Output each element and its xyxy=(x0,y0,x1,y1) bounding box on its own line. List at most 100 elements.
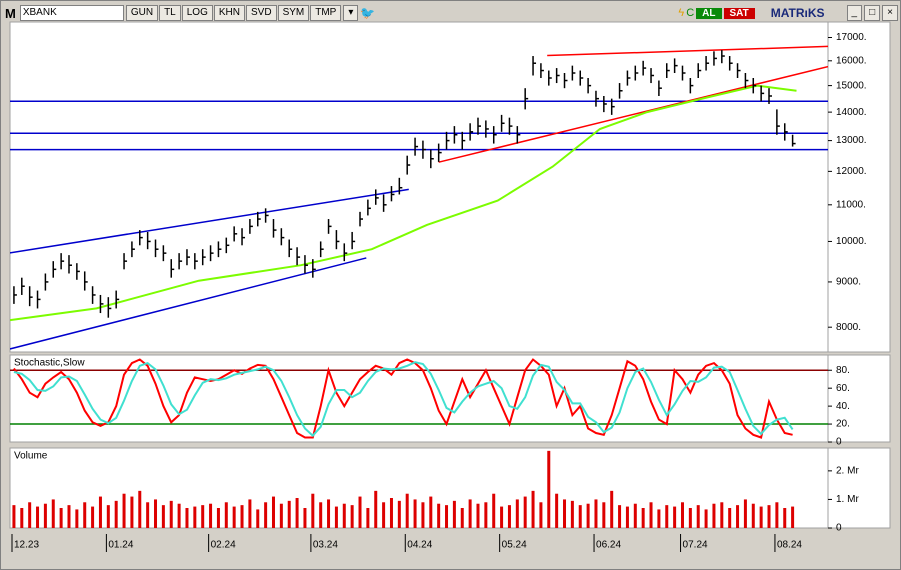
volume-bar xyxy=(736,505,740,528)
volume-bar xyxy=(169,500,173,528)
volume-bar xyxy=(500,506,504,528)
y-tick-label: 2. Mr xyxy=(836,465,859,476)
volume-bar xyxy=(130,496,134,528)
volume-bar xyxy=(240,505,244,528)
volume-bar xyxy=(625,506,629,528)
x-tick-label: 06.24 xyxy=(596,540,621,551)
plot xyxy=(10,358,828,439)
y-tick-label: 20. xyxy=(836,419,850,430)
volume-bar xyxy=(98,496,102,528)
volume-bar xyxy=(350,505,354,528)
volume-bar xyxy=(688,508,692,528)
bolt-icon[interactable]: ϟ xyxy=(678,7,685,19)
volume-bar xyxy=(743,499,747,528)
x-tick-label: 08.24 xyxy=(777,540,802,551)
toolbar-button[interactable]: LOG xyxy=(181,5,213,21)
volume-bar xyxy=(28,502,32,528)
volume-bar xyxy=(311,493,315,528)
panel-title: Volume xyxy=(14,451,48,462)
volume-bar xyxy=(413,499,417,528)
toolbar-button[interactable]: TL xyxy=(159,5,181,21)
volume-bar xyxy=(641,508,645,528)
y-tick-label: 80. xyxy=(836,365,850,376)
volume-bar xyxy=(382,502,386,528)
maximize[interactable]: □ xyxy=(864,5,881,21)
buy-button[interactable]: AL xyxy=(696,7,722,19)
volume-bar xyxy=(67,505,71,528)
volume-bar xyxy=(83,502,87,528)
trend-line xyxy=(547,45,828,57)
volume-bar xyxy=(452,500,456,528)
y-tick-label: 9000. xyxy=(836,277,861,288)
volume-bar xyxy=(319,502,323,528)
volume-bar xyxy=(397,500,401,528)
y-tick-label: 40. xyxy=(836,401,850,412)
volume-bar xyxy=(287,500,291,528)
stochastic-line xyxy=(13,361,794,438)
volume-bar xyxy=(484,502,488,528)
volume-bar xyxy=(216,508,220,528)
volume-bar xyxy=(578,505,582,528)
symbol-box[interactable]: XBANK xyxy=(19,5,124,21)
volume-bar xyxy=(374,490,378,528)
moving-average xyxy=(10,84,797,322)
volume-bar xyxy=(342,503,346,528)
volume-bar xyxy=(492,493,496,528)
y-tick-label: 15000. xyxy=(836,80,867,91)
y-tick-label: 16000. xyxy=(836,55,867,66)
volume-bar xyxy=(539,502,543,528)
volume-bar xyxy=(649,502,653,528)
axis-area xyxy=(827,354,891,443)
logo: M xyxy=(5,5,16,21)
volume-bar xyxy=(248,499,252,528)
y-tick-label: 12000. xyxy=(836,166,867,177)
volume-bar xyxy=(264,502,268,528)
toolbar-button[interactable]: KHN xyxy=(213,5,245,21)
toolbar-button[interactable]: GUN xyxy=(125,5,159,21)
panel xyxy=(9,21,829,353)
volume-bar xyxy=(783,508,787,528)
volume-bar xyxy=(358,496,362,528)
volume-bar xyxy=(154,499,158,528)
volume-bar xyxy=(20,508,24,528)
volume-bar xyxy=(256,509,260,528)
toolbar-button[interactable]: SVD xyxy=(246,5,277,21)
volume-bar xyxy=(138,490,142,528)
volume-bar xyxy=(555,493,559,528)
sell-button[interactable]: SAT xyxy=(723,7,755,19)
twitter-icon[interactable]: 🐦 xyxy=(360,6,376,20)
volume-bar xyxy=(445,505,449,528)
x-tick-label: 07.24 xyxy=(683,540,708,551)
volume-bar xyxy=(602,502,606,528)
volume-bar xyxy=(720,502,724,528)
y-tick-label: 11000. xyxy=(836,199,866,210)
buttons: GUN TL LOG KHN SVD SYM TMP xyxy=(125,5,342,21)
volume-bar xyxy=(36,506,40,528)
toolbar-button[interactable]: SYM xyxy=(277,5,310,21)
dropdown[interactable]: ▾ xyxy=(343,5,359,21)
volume-bar xyxy=(775,502,779,528)
volume-bar xyxy=(437,503,441,528)
refresh-icon[interactable]: C xyxy=(686,7,695,19)
volume-bar xyxy=(232,506,236,528)
volume-bar xyxy=(728,508,732,528)
close[interactable]: × xyxy=(882,5,898,21)
volume-bar xyxy=(59,508,63,528)
minimize[interactable]: _ xyxy=(846,5,863,21)
volume-bar xyxy=(185,508,189,528)
volume-bar xyxy=(767,505,771,528)
plot xyxy=(10,45,828,350)
volume-bar xyxy=(610,490,614,528)
volume-bar xyxy=(507,505,511,528)
volume-bar xyxy=(460,508,464,528)
axis-area xyxy=(827,21,891,353)
volume-bar xyxy=(429,496,433,528)
volume-bar xyxy=(633,503,637,528)
y-tick-label: 17000. xyxy=(836,32,867,43)
toolbar-button[interactable]: TMP xyxy=(310,5,342,21)
volume-bar xyxy=(657,509,661,528)
volume-bar xyxy=(161,505,165,528)
volume-bar xyxy=(751,503,755,528)
toolbar: M XBANK GUN TL LOG KHN SVD SYM TMP ▾ 🐦 ϟ C AL … xyxy=(3,4,898,22)
